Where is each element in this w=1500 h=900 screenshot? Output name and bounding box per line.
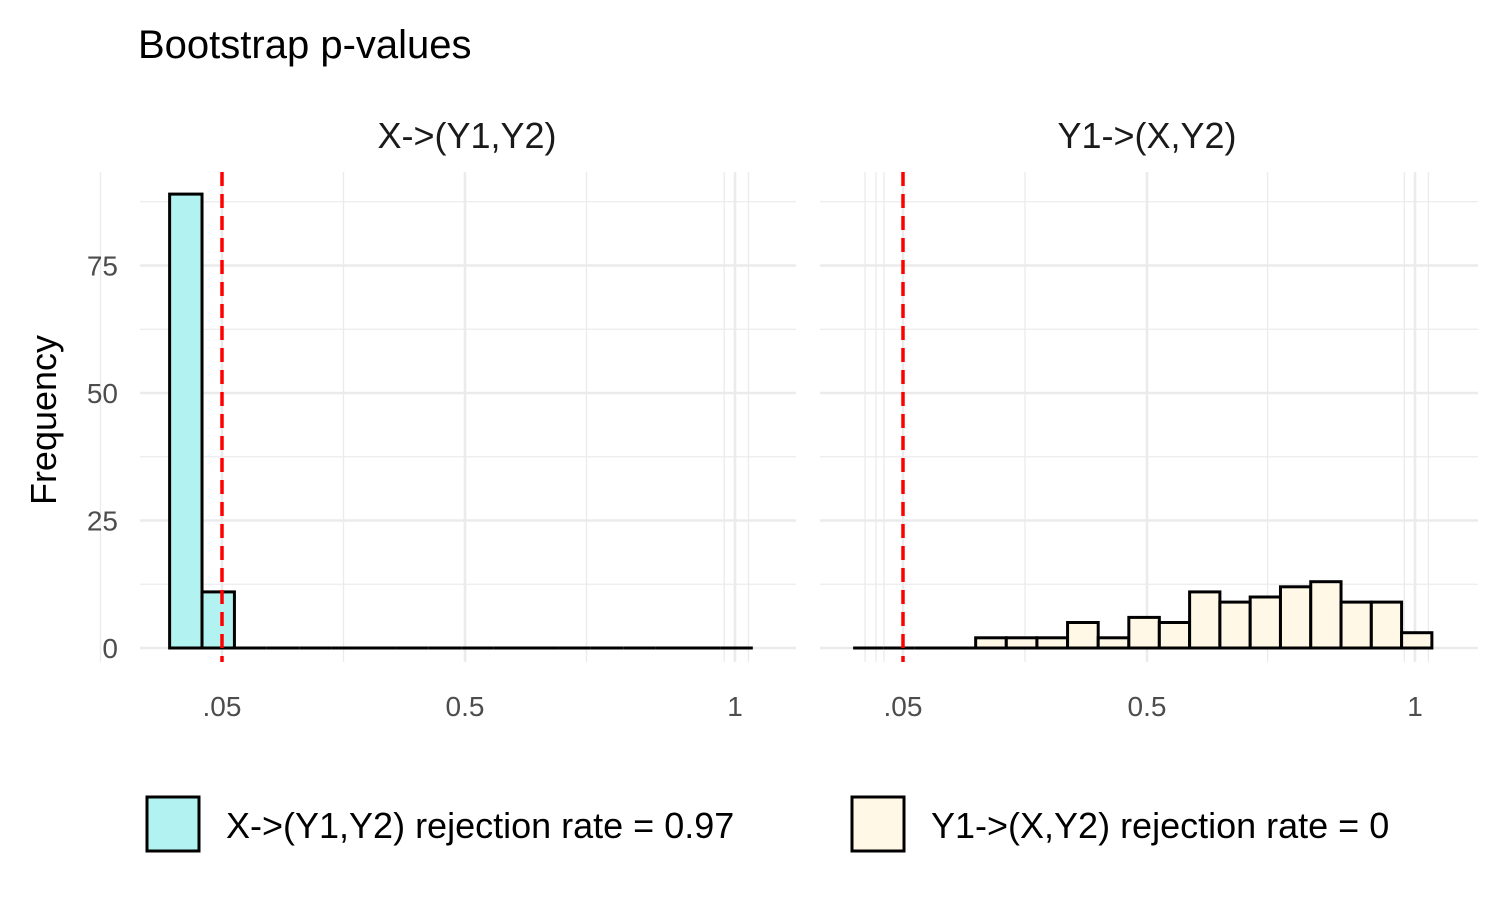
legend-swatch-1 (850, 795, 906, 853)
x-tick-label: 0.5 (1128, 691, 1167, 722)
y-tick-label: 50 (87, 378, 118, 409)
x-tick-label: .05 (884, 691, 923, 722)
histogram-bar (1004, 636, 1039, 650)
panel-strip-label-1: Y1->(X,Y2) (1057, 115, 1236, 156)
y-tick-label: 0 (102, 633, 118, 664)
histogram-bar (1309, 580, 1343, 650)
histogram-bar (1096, 636, 1131, 650)
panel-y1-to-xy2: Y1->(X,Y2) .05 0.5 1 (820, 115, 1478, 722)
histogram-bar (1248, 595, 1282, 650)
legend-label-0: X->(Y1,Y2) rejection rate = 0.97 (226, 805, 734, 846)
histogram-bar (1157, 621, 1192, 650)
legend: X->(Y1,Y2) rejection rate = 0.97 Y1->(X,… (145, 795, 1389, 853)
x-tick-label: 1 (1407, 691, 1423, 722)
bars-1 (853, 580, 1434, 650)
histogram-bar (1188, 590, 1222, 650)
legend-label-1: Y1->(X,Y2) rejection rate = 0 (931, 805, 1389, 846)
x-tick-label: 1 (727, 691, 743, 722)
panel-strip-label-0: X->(Y1,Y2) (377, 115, 556, 156)
histogram-bar (1035, 636, 1070, 650)
panel-x-to-y1y2: X->(Y1,Y2) .05 0.5 1 0 25 50 75 (87, 115, 796, 722)
histogram-bar (974, 636, 1008, 650)
grid-0 (99, 172, 796, 662)
histogram-bar (1369, 600, 1404, 650)
x-tick-label: 0.5 (446, 691, 485, 722)
bars-0 (168, 192, 753, 650)
histogram-bar (1066, 621, 1100, 650)
histogram-bar (200, 590, 236, 650)
legend-swatch-0 (145, 795, 201, 853)
y-tick-label: 25 (87, 506, 118, 537)
x-tick-label: .05 (203, 691, 242, 722)
histogram-bar (168, 192, 204, 650)
y-tick-label: 75 (87, 251, 118, 282)
y-axis-label: Frequency (23, 335, 64, 505)
histogram-bar (1278, 585, 1313, 650)
histogram-bar (1127, 615, 1161, 650)
histogram-bar (1218, 600, 1252, 650)
histogram-bar (1339, 600, 1373, 650)
grid-1 (820, 172, 1478, 662)
histogram-bar (1400, 631, 1434, 650)
chart-title: Bootstrap p-values (138, 23, 472, 67)
